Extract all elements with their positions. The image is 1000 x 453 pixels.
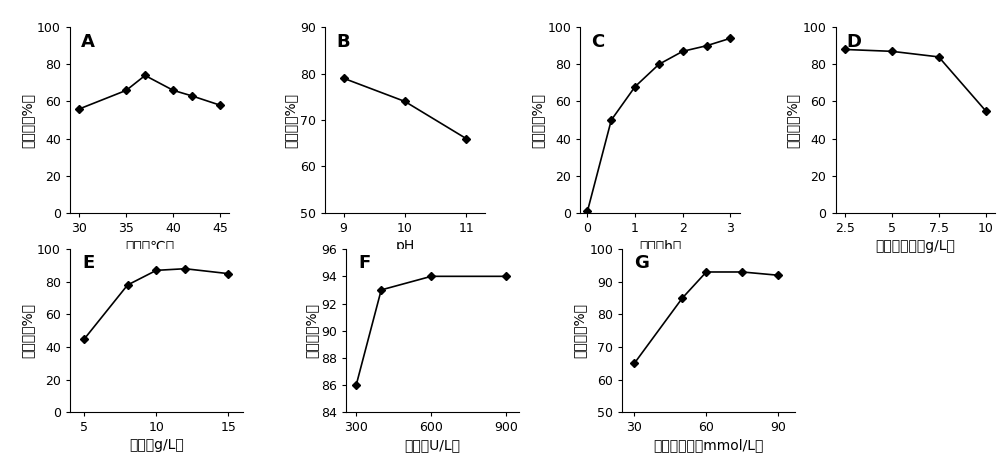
Y-axis label: 转化率（%）: 转化率（%） (573, 303, 587, 358)
X-axis label: 三磷酸腺苷（g/L）: 三磷酸腺苷（g/L） (875, 239, 955, 253)
X-axis label: pH: pH (395, 239, 415, 253)
X-axis label: 酶量（U/L）: 酶量（U/L） (404, 439, 460, 453)
X-axis label: 时间（h）: 时间（h） (639, 239, 681, 253)
Y-axis label: 转化率（%）: 转化率（%） (531, 92, 545, 148)
Text: E: E (82, 254, 94, 272)
Text: G: G (634, 254, 649, 272)
Y-axis label: 转化率（%）: 转化率（%） (20, 303, 34, 358)
Text: B: B (336, 33, 350, 51)
X-axis label: 肌酸（g/L）: 肌酸（g/L） (129, 439, 184, 453)
Text: F: F (358, 254, 371, 272)
Y-axis label: 转化率（%）: 转化率（%） (283, 92, 297, 148)
Y-axis label: 转化率（%）: 转化率（%） (786, 92, 800, 148)
Text: D: D (847, 33, 862, 51)
Y-axis label: 转化率（%）: 转化率（%） (304, 303, 318, 358)
Text: A: A (81, 33, 95, 51)
Text: C: C (592, 33, 605, 51)
X-axis label: 温度（℃）: 温度（℃） (125, 239, 174, 253)
X-axis label: 无水硫酸镁（mmol/L）: 无水硫酸镁（mmol/L） (654, 439, 764, 453)
Y-axis label: 转化率（%）: 转化率（%） (20, 92, 34, 148)
